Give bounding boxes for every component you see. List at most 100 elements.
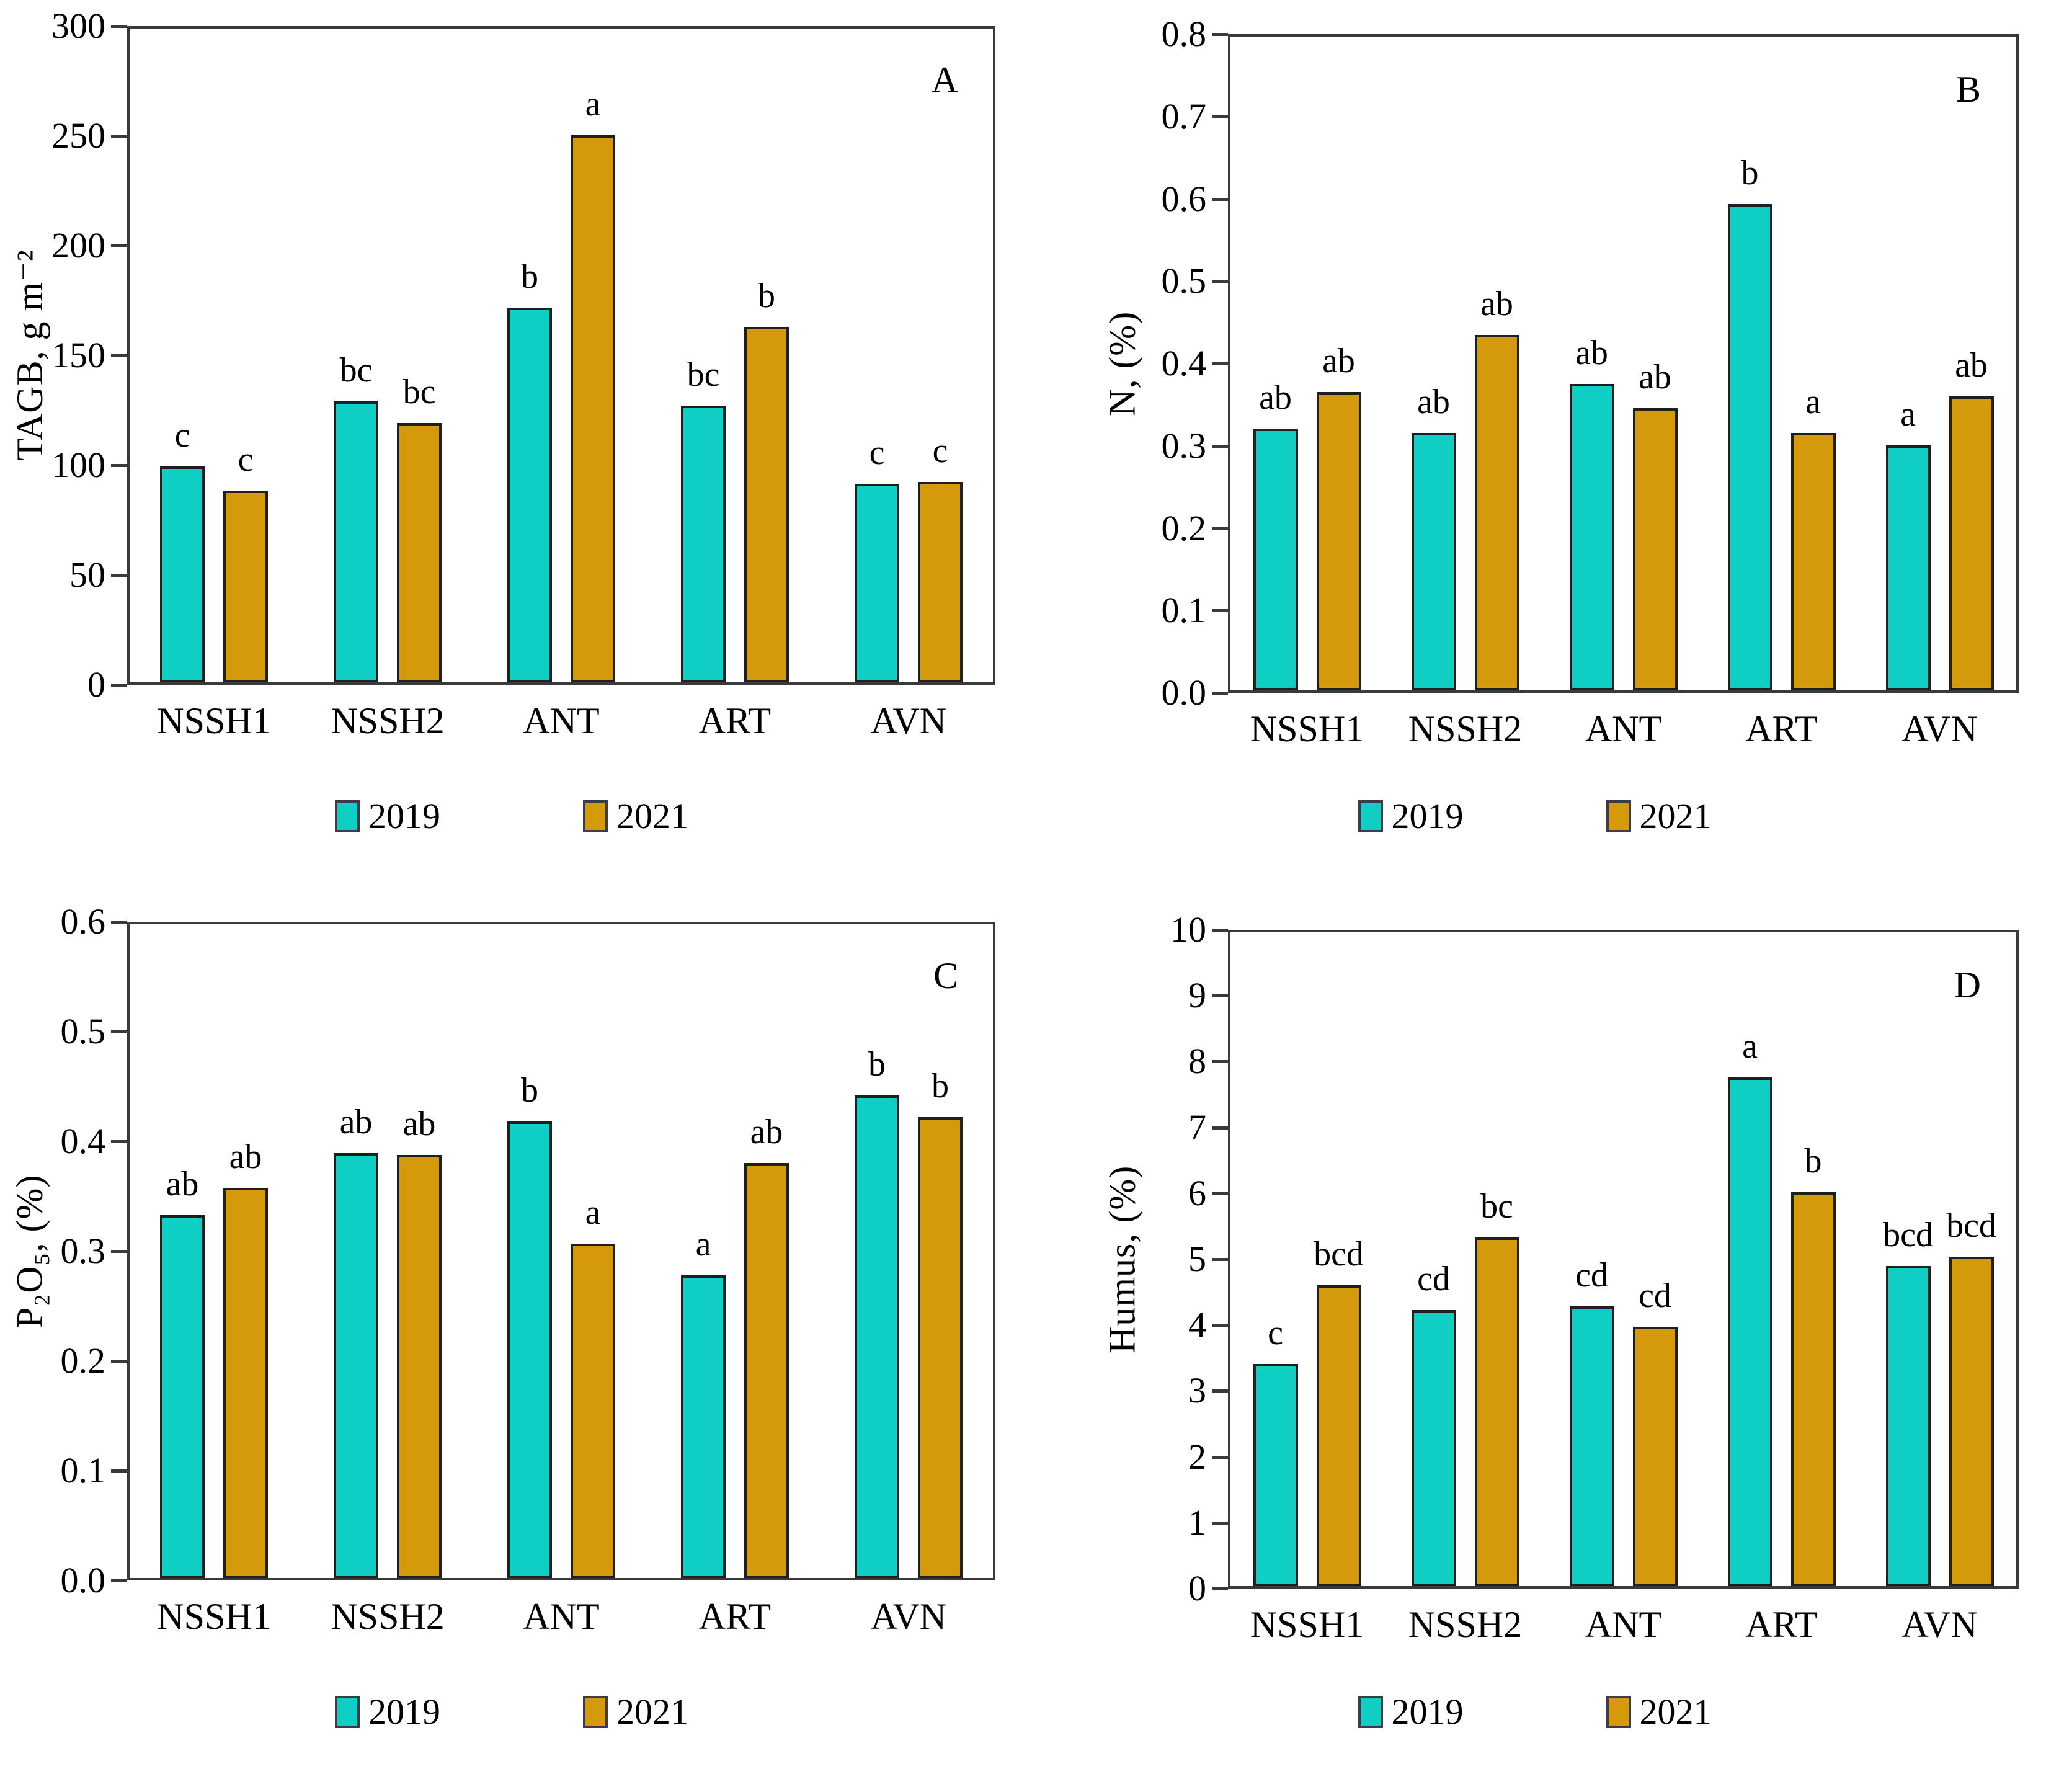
y-tick-mark <box>111 354 127 357</box>
y-tick-mark <box>111 574 127 577</box>
bar-2021-nssh2 <box>1474 335 1519 690</box>
y-tick-label: 0.6 <box>1161 178 1207 219</box>
x-category-label: NSSH2 <box>331 700 445 741</box>
sig-letter-2019-nssh2: ab <box>339 1103 373 1141</box>
legend-item-2019: 2019 <box>1358 795 1464 837</box>
legend: 2019 2021 <box>1023 1691 2046 1732</box>
bar-2019-nssh2 <box>1411 433 1456 690</box>
bar-2019-art <box>681 406 726 682</box>
x-category-label: ART <box>1745 708 1818 749</box>
x-category-label: NSSH2 <box>1408 708 1523 749</box>
y-tick-label: 100 <box>51 445 105 485</box>
bar-2021-ant <box>571 1244 615 1578</box>
bar-2021-nssh1 <box>223 1188 268 1578</box>
legend-swatch-2019 <box>335 1695 360 1728</box>
sig-letter-2019-art: bc <box>687 355 720 394</box>
legend-swatch-2021 <box>583 1695 608 1728</box>
y-tick-mark <box>1212 1521 1228 1525</box>
legend-label-2019: 2019 <box>368 796 440 836</box>
y-tick-mark <box>111 464 127 467</box>
x-category-label: ANT <box>523 700 600 741</box>
y-tick-mark <box>1212 527 1228 530</box>
y-tick-mark <box>111 684 127 687</box>
sig-letter-2021-nssh1: c <box>238 440 254 479</box>
y-tick-label: 0.0 <box>60 1560 106 1600</box>
legend-item-2021: 2021 <box>1606 795 1712 837</box>
sig-letter-2019-nssh2: cd <box>1417 1260 1450 1298</box>
x-category-label: ANT <box>1585 708 1662 749</box>
y-tick-mark <box>1212 994 1228 998</box>
panel-a-tagb: TAGB, g m⁻² A 2019 2021 0 50 100 150 200 250 3… <box>0 0 1023 896</box>
bar-2019-nssh2 <box>1411 1310 1456 1586</box>
plot-area <box>127 922 995 1580</box>
y-tick-label: 8 <box>1188 1041 1206 1082</box>
bar-2021-avn <box>1949 1257 1994 1586</box>
y-tick-label: 0.1 <box>60 1450 106 1491</box>
y-tick-label: 50 <box>69 555 105 595</box>
x-category-label: NSSH1 <box>1250 1604 1364 1645</box>
y-tick-label: 6 <box>1188 1172 1206 1213</box>
sig-letter-2021-art: a <box>1805 383 1821 421</box>
sig-letter-2021-avn: b <box>932 1067 949 1105</box>
y-tick-mark <box>111 1140 127 1143</box>
x-category-label: ART <box>1745 1604 1818 1645</box>
y-tick-label: 7 <box>1188 1107 1206 1148</box>
bar-2021-nssh1 <box>223 491 268 682</box>
sig-letter-2019-avn: c <box>869 434 885 472</box>
y-tick-label: 300 <box>51 6 105 46</box>
y-tick-label: 10 <box>1170 909 1206 950</box>
y-tick-mark <box>1212 1192 1228 1195</box>
legend-item-2021: 2021 <box>1606 1691 1712 1732</box>
bar-2021-avn <box>918 482 963 682</box>
y-tick-mark <box>1212 692 1228 695</box>
bar-2019-art <box>1727 1077 1772 1586</box>
legend-swatch-2019 <box>335 800 360 832</box>
sig-letter-2021-nssh2: ab <box>1480 285 1513 323</box>
legend-swatch-2021 <box>1606 800 1631 832</box>
y-tick-label: 5 <box>1188 1239 1206 1279</box>
panel-letter: C <box>933 955 958 996</box>
sig-letter-2021-nssh1: ab <box>1322 342 1355 380</box>
y-tick-label: 0.8 <box>1161 14 1207 54</box>
y-tick-label: 0.5 <box>1161 261 1207 301</box>
sig-letter-2021-art: ab <box>750 1113 783 1151</box>
y-tick-mark <box>111 1250 127 1253</box>
bar-2021-ant <box>1632 1327 1678 1586</box>
bar-2021-nssh1 <box>1316 1285 1361 1586</box>
bar-2019-nssh1 <box>1253 429 1298 690</box>
y-tick-mark <box>1212 1324 1228 1327</box>
bar-2021-avn <box>918 1117 963 1578</box>
panel-d-humus: Humus, (%) D 2019 2021 0 1 2 3 4 5 6 7 8 9 10 c bcd N… <box>1023 896 2046 1792</box>
x-category-label: NSSH1 <box>1250 708 1364 749</box>
y-tick-label: 0.3 <box>60 1231 106 1271</box>
legend: 2019 2021 <box>0 1691 1023 1732</box>
y-tick-label: 150 <box>51 335 105 375</box>
y-tick-mark <box>1212 362 1228 365</box>
y-tick-label: 200 <box>51 225 105 265</box>
sig-letter-2021-ant: a <box>585 85 601 123</box>
x-category-label: ART <box>698 1596 772 1637</box>
bar-2019-nssh2 <box>334 1153 378 1578</box>
sig-letter-2019-art: b <box>1741 154 1759 192</box>
sig-letter-2019-art: a <box>1742 1027 1758 1066</box>
sig-letter-2021-avn: c <box>932 432 948 470</box>
y-tick-mark <box>1212 1389 1228 1393</box>
y-tick-mark <box>111 244 127 247</box>
y-tick-mark <box>1212 444 1228 448</box>
sig-letter-2019-nssh1: c <box>174 416 190 455</box>
bar-2019-ant <box>507 308 552 682</box>
y-tick-mark <box>1212 197 1228 201</box>
sig-letter-2021-nssh2: bc <box>1480 1187 1513 1226</box>
legend-item-2019: 2019 <box>335 795 440 837</box>
legend-swatch-2019 <box>1358 1695 1383 1728</box>
legend-swatch-2021 <box>1606 1695 1631 1728</box>
y-tick-label: 0 <box>87 664 105 705</box>
legend-label-2019: 2019 <box>368 1692 440 1732</box>
sig-letter-2019-ant: b <box>521 257 538 296</box>
bar-2019-avn <box>1885 445 1931 690</box>
y-tick-mark <box>1212 929 1228 932</box>
sig-letter-2021-art: b <box>758 277 775 315</box>
bar-2019-nssh1 <box>1253 1364 1298 1586</box>
legend: 2019 2021 <box>0 795 1023 837</box>
sig-letter-2021-nssh1: ab <box>229 1138 262 1176</box>
